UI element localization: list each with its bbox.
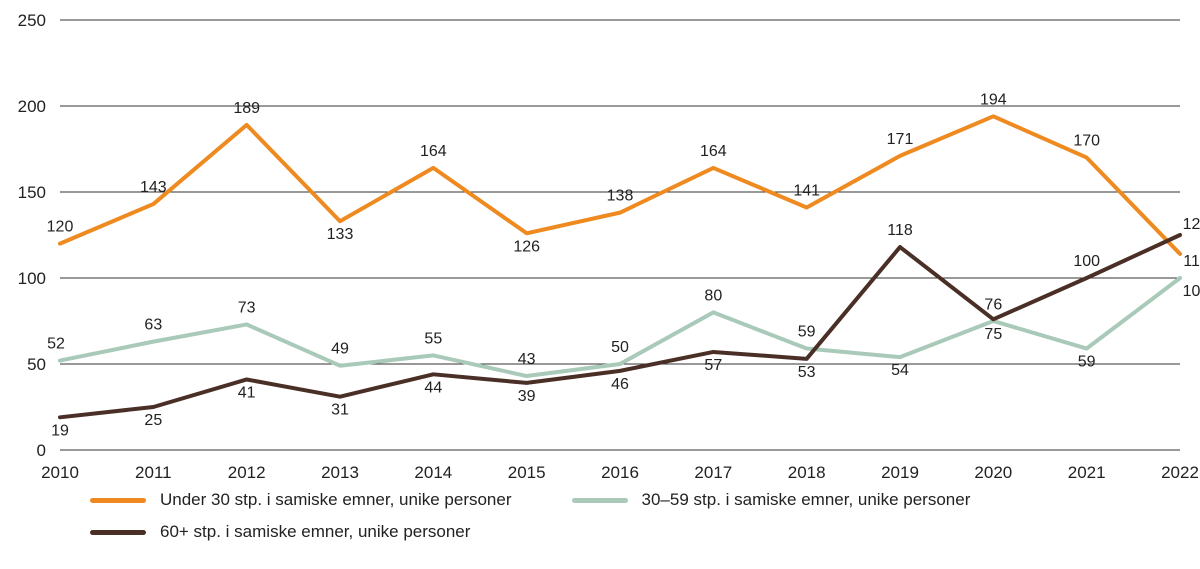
data-label-60plus: 76 bbox=[984, 296, 1002, 313]
data-label-60plus: 57 bbox=[704, 357, 722, 374]
x-tick-label: 2011 bbox=[135, 463, 172, 482]
data-label-under30: 171 bbox=[887, 131, 914, 148]
data-label-under30: 126 bbox=[513, 238, 540, 255]
data-label-60plus: 53 bbox=[798, 364, 816, 381]
x-tick-label: 2015 bbox=[508, 463, 546, 482]
data-label-30to59: 54 bbox=[891, 362, 909, 379]
data-label-60plus: 118 bbox=[887, 222, 913, 239]
y-tick-label: 150 bbox=[18, 183, 46, 202]
x-tick-label: 2018 bbox=[788, 463, 826, 482]
data-label-under30: 194 bbox=[980, 91, 1007, 108]
y-tick-label: 200 bbox=[18, 97, 46, 116]
x-tick-label: 2014 bbox=[414, 463, 452, 482]
legend-swatch bbox=[572, 498, 628, 503]
x-tick-label: 2016 bbox=[601, 463, 639, 482]
chart-legend: Under 30 stp. i samiske emner, unike per… bbox=[90, 490, 1150, 542]
data-label-30to59: 59 bbox=[1078, 354, 1096, 371]
x-tick-label: 2013 bbox=[321, 463, 359, 482]
data-label-60plus: 19 bbox=[51, 422, 69, 439]
y-tick-label: 250 bbox=[18, 11, 46, 30]
data-label-under30: 164 bbox=[700, 143, 727, 160]
data-label-under30: 141 bbox=[793, 182, 820, 199]
data-label-60plus: 46 bbox=[611, 376, 629, 393]
data-label-under30: 114 bbox=[1183, 253, 1200, 270]
data-label-under30: 133 bbox=[327, 226, 354, 243]
legend-label: 30–59 stp. i samiske emner, unike person… bbox=[642, 490, 971, 510]
x-tick-label: 2019 bbox=[881, 463, 919, 482]
data-label-under30: 189 bbox=[233, 100, 260, 117]
x-tick-label: 2022 bbox=[1161, 463, 1199, 482]
data-label-30to59: 73 bbox=[238, 299, 256, 316]
line-chart: 0 50 100 150 200 250 2010 2011 2012 2013 2014 2015 2… bbox=[0, 0, 1200, 569]
chart-svg: 0 50 100 150 200 250 2010 2011 2012 2013 2014 2015 2… bbox=[0, 0, 1200, 569]
data-label-60plus: 125 bbox=[1183, 216, 1200, 233]
data-label-60plus: 25 bbox=[144, 412, 162, 429]
data-label-30to59: 100 bbox=[1183, 283, 1200, 300]
data-label-under30: 170 bbox=[1073, 133, 1100, 150]
data-label-30to59: 49 bbox=[331, 341, 349, 358]
data-label-60plus: 31 bbox=[331, 402, 349, 419]
data-label-60plus: 41 bbox=[238, 384, 256, 401]
y-tick-label: 0 bbox=[37, 441, 46, 460]
data-label-30to59: 52 bbox=[47, 336, 65, 353]
data-label-30to59: 43 bbox=[518, 351, 536, 368]
data-label-30to59: 75 bbox=[984, 326, 1002, 343]
legend-item-30to59: 30–59 stp. i samiske emner, unike person… bbox=[572, 490, 971, 510]
x-tick-label: 2017 bbox=[694, 463, 732, 482]
data-label-60plus: 44 bbox=[424, 379, 442, 396]
data-label-30to59: 63 bbox=[144, 317, 162, 334]
legend-swatch bbox=[90, 498, 146, 503]
x-tick-label: 2021 bbox=[1068, 463, 1106, 482]
y-tick-label: 50 bbox=[27, 355, 46, 374]
data-label-under30: 120 bbox=[47, 219, 74, 236]
data-label-30to59: 55 bbox=[424, 330, 442, 347]
data-label-under30: 164 bbox=[420, 143, 447, 160]
x-tick-label: 2020 bbox=[974, 463, 1012, 482]
data-label-30to59: 80 bbox=[704, 287, 722, 304]
data-label-30to59: 59 bbox=[798, 324, 816, 341]
data-label-under30: 138 bbox=[607, 188, 634, 205]
legend-item-60plus: 60+ stp. i samiske emner, unike personer bbox=[90, 522, 470, 542]
legend-label: 60+ stp. i samiske emner, unike personer bbox=[160, 522, 470, 542]
legend-item-under30: Under 30 stp. i samiske emner, unike per… bbox=[90, 490, 512, 510]
x-tick-label: 2012 bbox=[228, 463, 266, 482]
y-tick-label: 100 bbox=[18, 269, 46, 288]
data-label-60plus: 39 bbox=[518, 388, 536, 405]
data-label-30to59: 50 bbox=[611, 339, 629, 356]
data-label-60plus: 100 bbox=[1073, 253, 1100, 270]
x-tick-label: 2010 bbox=[41, 463, 79, 482]
legend-swatch bbox=[90, 530, 146, 535]
legend-label: Under 30 stp. i samiske emner, unike per… bbox=[160, 490, 512, 510]
data-label-under30: 143 bbox=[140, 179, 167, 196]
